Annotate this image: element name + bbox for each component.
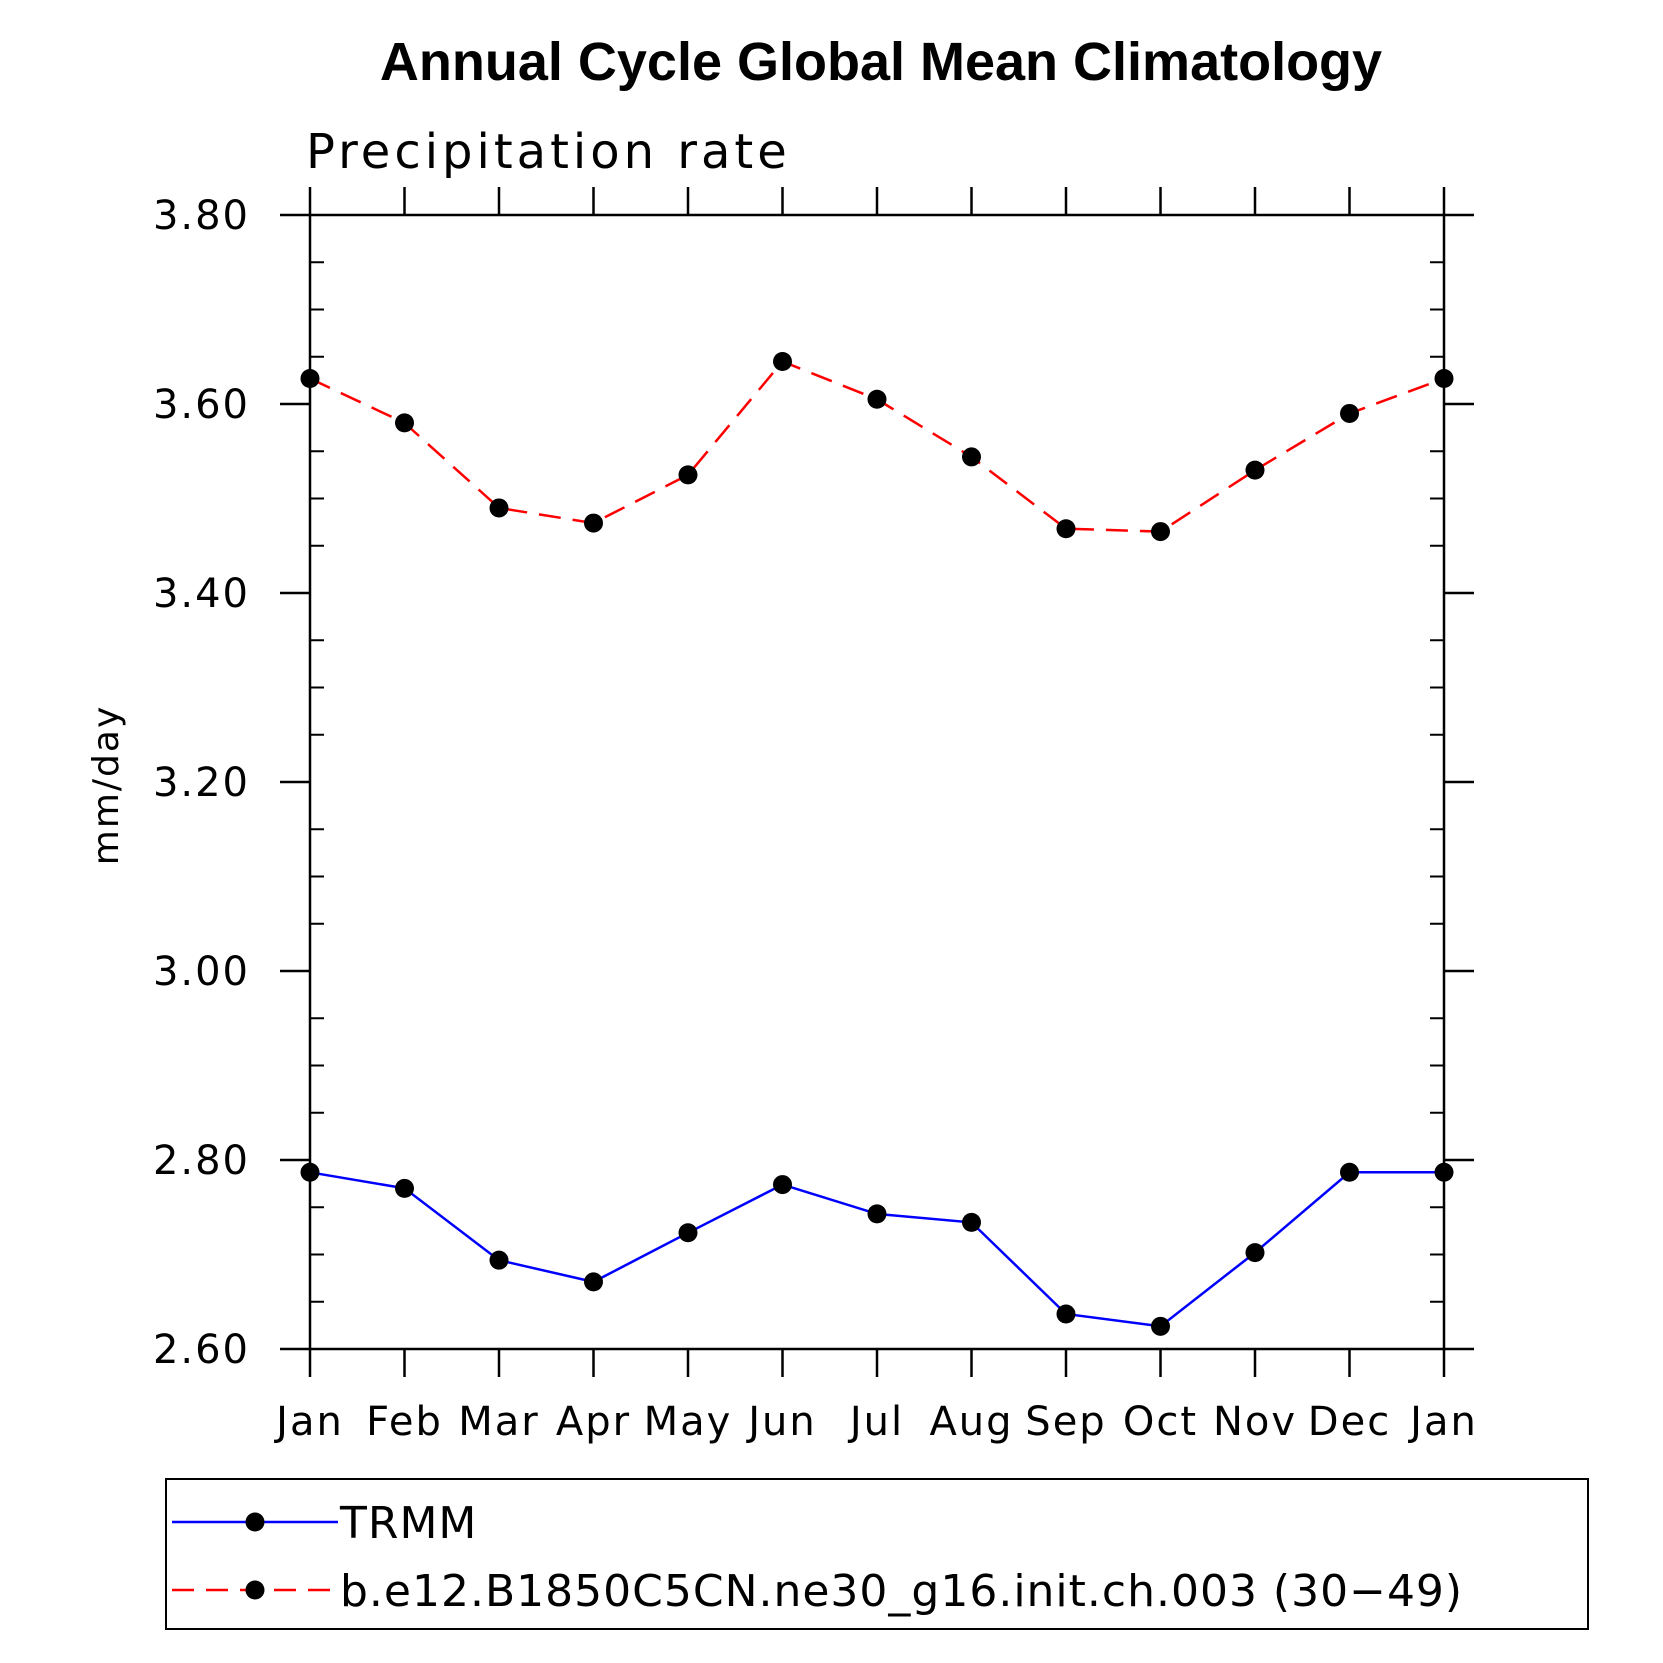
plot-frame — [308, 213, 1446, 1351]
legend-label-1: b.e12.B1850C5CN.ne30_g16.init.ch.003 (30… — [340, 1566, 1463, 1617]
legend: TRMM b.e12.B1850C5CN.ne30_g16.init.ch.003… — [165, 1478, 1589, 1630]
series-0-point — [1056, 1304, 1076, 1324]
series-1-point — [584, 513, 603, 533]
x-tick-label: Feb — [366, 1399, 443, 1445]
x-tick-label: Apr — [556, 1399, 631, 1445]
series-0-point — [1245, 1243, 1265, 1263]
y-tick-label: 3.20 — [153, 760, 250, 806]
series-1-point — [300, 368, 320, 388]
series-1-point — [962, 447, 981, 467]
x-tick-label: Jun — [745, 1399, 817, 1445]
legend-label-0: TRMM — [339, 1498, 477, 1549]
legend-box — [165, 1478, 1589, 1630]
y-tick-label: 2.80 — [153, 1138, 250, 1184]
series-0-point — [300, 1162, 320, 1182]
plot-axes: 2.60 2.80 3.00 3.20 3.40 3.60 3.80 Jan Feb Mar Apr… — [153, 187, 1478, 1445]
plot-area — [300, 351, 1454, 1336]
series-1-point — [1151, 522, 1170, 542]
x-tick-label: Sep — [1025, 1399, 1106, 1445]
x-tick-label: Jan — [1407, 1399, 1478, 1445]
y-tick-label: 3.00 — [153, 949, 250, 995]
x-tick-label: Jul — [847, 1399, 904, 1445]
legend-marker-1 — [245, 1580, 265, 1600]
x-tick-label: Aug — [929, 1399, 1013, 1445]
series-0-point — [1340, 1162, 1359, 1182]
series-line-1 — [309, 360, 1445, 533]
y-tick-label: 3.80 — [153, 193, 250, 239]
chart-title: Annual Cycle Global Mean Climatology — [380, 32, 1382, 92]
series-0-point — [867, 1204, 887, 1224]
y-tick-label: 3.60 — [153, 382, 250, 428]
series-1-point — [867, 389, 887, 409]
series-line-0 — [309, 1171, 1444, 1328]
x-tick-label: Nov — [1213, 1399, 1297, 1445]
series-1-point — [1434, 368, 1454, 388]
series-0-point — [584, 1272, 603, 1292]
x-tick-label: Oct — [1123, 1399, 1198, 1445]
series-1-point — [678, 465, 698, 485]
series-1-point — [395, 413, 414, 433]
x-tick-label: May — [644, 1399, 733, 1445]
y-tick-label: 2.60 — [153, 1327, 250, 1373]
series-0-point — [773, 1175, 792, 1195]
chart-subtitle: Precipitation rate — [306, 124, 791, 180]
x-tick-label: Dec — [1308, 1399, 1391, 1445]
y-tick-label: 3.40 — [153, 571, 250, 617]
series-0-point — [678, 1223, 698, 1243]
y-axis-label: mm/day — [86, 705, 127, 865]
series-0-point — [395, 1178, 414, 1198]
series-0-point — [1151, 1316, 1170, 1336]
legend-marker-0 — [245, 1512, 265, 1532]
x-tick-label: Jan — [273, 1399, 344, 1445]
series-0-point — [1434, 1162, 1454, 1182]
series-1-point — [773, 351, 792, 371]
series-0-point — [489, 1250, 509, 1270]
series-1-point — [1056, 519, 1076, 539]
series-1-point — [489, 498, 509, 518]
series-1-point — [1340, 403, 1359, 423]
series-0-point — [962, 1212, 981, 1232]
series-1-point — [1245, 460, 1265, 480]
x-tick-label: Mar — [458, 1399, 539, 1445]
